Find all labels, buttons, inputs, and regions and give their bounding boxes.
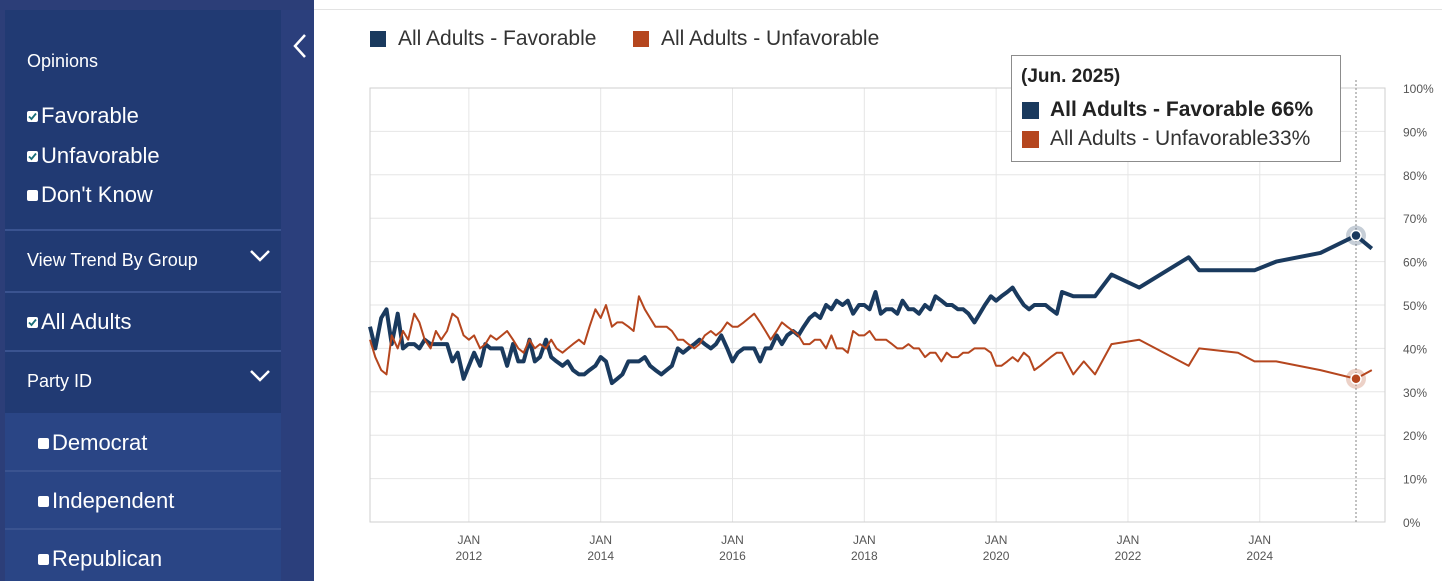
collapse-sidebar-button[interactable] (287, 30, 313, 62)
y-tick-label: 40% (1403, 342, 1427, 356)
tooltip-date: (Jun. 2025) (1021, 66, 1121, 87)
y-tick-label: 0% (1403, 516, 1421, 530)
party-id-title: Party ID (27, 371, 93, 391)
party-row (5, 530, 281, 581)
opinion-label: Favorable (41, 103, 139, 128)
checkbox-unchecked-icon (38, 495, 49, 507)
y-tick-label: 20% (1403, 429, 1427, 443)
x-tick-label: 2024 (1246, 549, 1273, 563)
x-tick-label: 2018 (851, 549, 878, 563)
legend-label: All Adults - Favorable (398, 27, 597, 50)
tooltip-row-unfavorable: All Adults - Unfavorable 33% (1022, 127, 1310, 151)
x-tick-label: 2016 (719, 549, 746, 563)
legend-label: All Adults - Unfavorable (661, 27, 880, 50)
chevron-down-icon[interactable] (248, 368, 272, 384)
chevron-down-icon[interactable] (248, 248, 272, 264)
x-tick-label: JAN (721, 533, 744, 547)
opinion-unfavorable-checkbox[interactable]: Unfavorable (27, 143, 160, 169)
divider (5, 291, 281, 293)
checkbox-checked-icon (27, 110, 38, 122)
checkbox-unchecked-icon (38, 437, 49, 449)
y-tick-label: 90% (1403, 125, 1427, 139)
x-tick-label: 2012 (456, 549, 483, 563)
divider (5, 528, 281, 530)
sidebar-edge (281, 10, 314, 581)
tooltip-swatch (1022, 130, 1039, 148)
legend-swatch (633, 31, 649, 47)
legend-swatch (370, 31, 386, 47)
opinion-favorable-checkbox[interactable]: Favorable (27, 103, 139, 129)
plot-frame (369, 87, 1386, 523)
party-democrat-checkbox[interactable]: Democrat (38, 430, 147, 456)
view-trend-title: View Trend By Group (27, 250, 198, 270)
x-tick-label: 2022 (1115, 549, 1142, 563)
x-tick-label: 2014 (587, 549, 614, 563)
divider (5, 470, 281, 472)
y-tick-label: 30% (1403, 386, 1427, 400)
x-tick-label: JAN (853, 533, 876, 547)
tooltip-fav-value: 66% (1271, 98, 1314, 121)
highlight-marker-unfavorable (1350, 373, 1362, 385)
tooltip-fav-label: All Adults - Favorable (1050, 98, 1266, 121)
y-tick-label: 50% (1403, 299, 1427, 313)
y-tick-label: 10% (1403, 473, 1427, 487)
highlight-marker-favorable (1350, 229, 1362, 242)
group-all-adults-checkbox[interactable]: All Adults (27, 309, 132, 335)
tooltip-row-favorable: All Adults - Favorable 66% (1022, 98, 1313, 122)
opinion-label: Don't Know (41, 182, 153, 207)
divider (5, 350, 281, 352)
series-line-favorable (368, 233, 1374, 386)
group-label: All Adults (41, 309, 132, 334)
x-tick-label: 2020 (983, 549, 1010, 563)
x-tick-label: JAN (1248, 533, 1271, 547)
party-independent-checkbox[interactable]: Independent (38, 488, 174, 514)
checkbox-unchecked-icon (38, 553, 49, 565)
party-row (5, 413, 281, 470)
series-line-unfavorable (369, 295, 1373, 380)
y-tick-label: 80% (1403, 169, 1427, 183)
filter-sidebar: Opinions Favorable Unfavorable Don't Kno… (0, 0, 314, 581)
y-tick-label: 70% (1403, 212, 1427, 226)
checkbox-checked-icon (27, 316, 38, 328)
chart-tooltip: (Jun. 2025) All Adults - Favorable 66% A… (1011, 55, 1341, 162)
party-label: Independent (52, 488, 175, 513)
x-tick-label: JAN (1117, 533, 1140, 547)
opinion-label: Unfavorable (41, 143, 160, 168)
legend-item-unfavorable[interactable]: All Adults - Unfavorable (633, 27, 879, 51)
divider (5, 229, 281, 231)
x-tick-label: JAN (589, 533, 612, 547)
tooltip-swatch (1022, 101, 1039, 119)
y-tick-label: 100% (1403, 82, 1434, 96)
y-tick-label: 60% (1403, 256, 1427, 270)
party-republican-checkbox[interactable]: Republican (38, 546, 162, 572)
party-label: Republican (52, 546, 163, 571)
legend-item-favorable[interactable]: All Adults - Favorable (370, 27, 596, 51)
tooltip-unfav-label: All Adults - Unfavorable (1050, 127, 1269, 150)
opinions-title: Opinions (27, 51, 99, 71)
checkbox-checked-icon (27, 150, 38, 162)
top-rule (314, 9, 1442, 10)
party-label: Democrat (52, 430, 148, 455)
x-tick-label: JAN (458, 533, 481, 547)
x-tick-label: JAN (985, 533, 1008, 547)
tooltip-unfav-value: 33% (1268, 127, 1311, 150)
opinion-dont-know-checkbox[interactable]: Don't Know (27, 182, 153, 208)
party-row (5, 472, 281, 528)
chevron-left-icon (293, 34, 306, 58)
checkbox-unchecked-icon (27, 189, 38, 201)
